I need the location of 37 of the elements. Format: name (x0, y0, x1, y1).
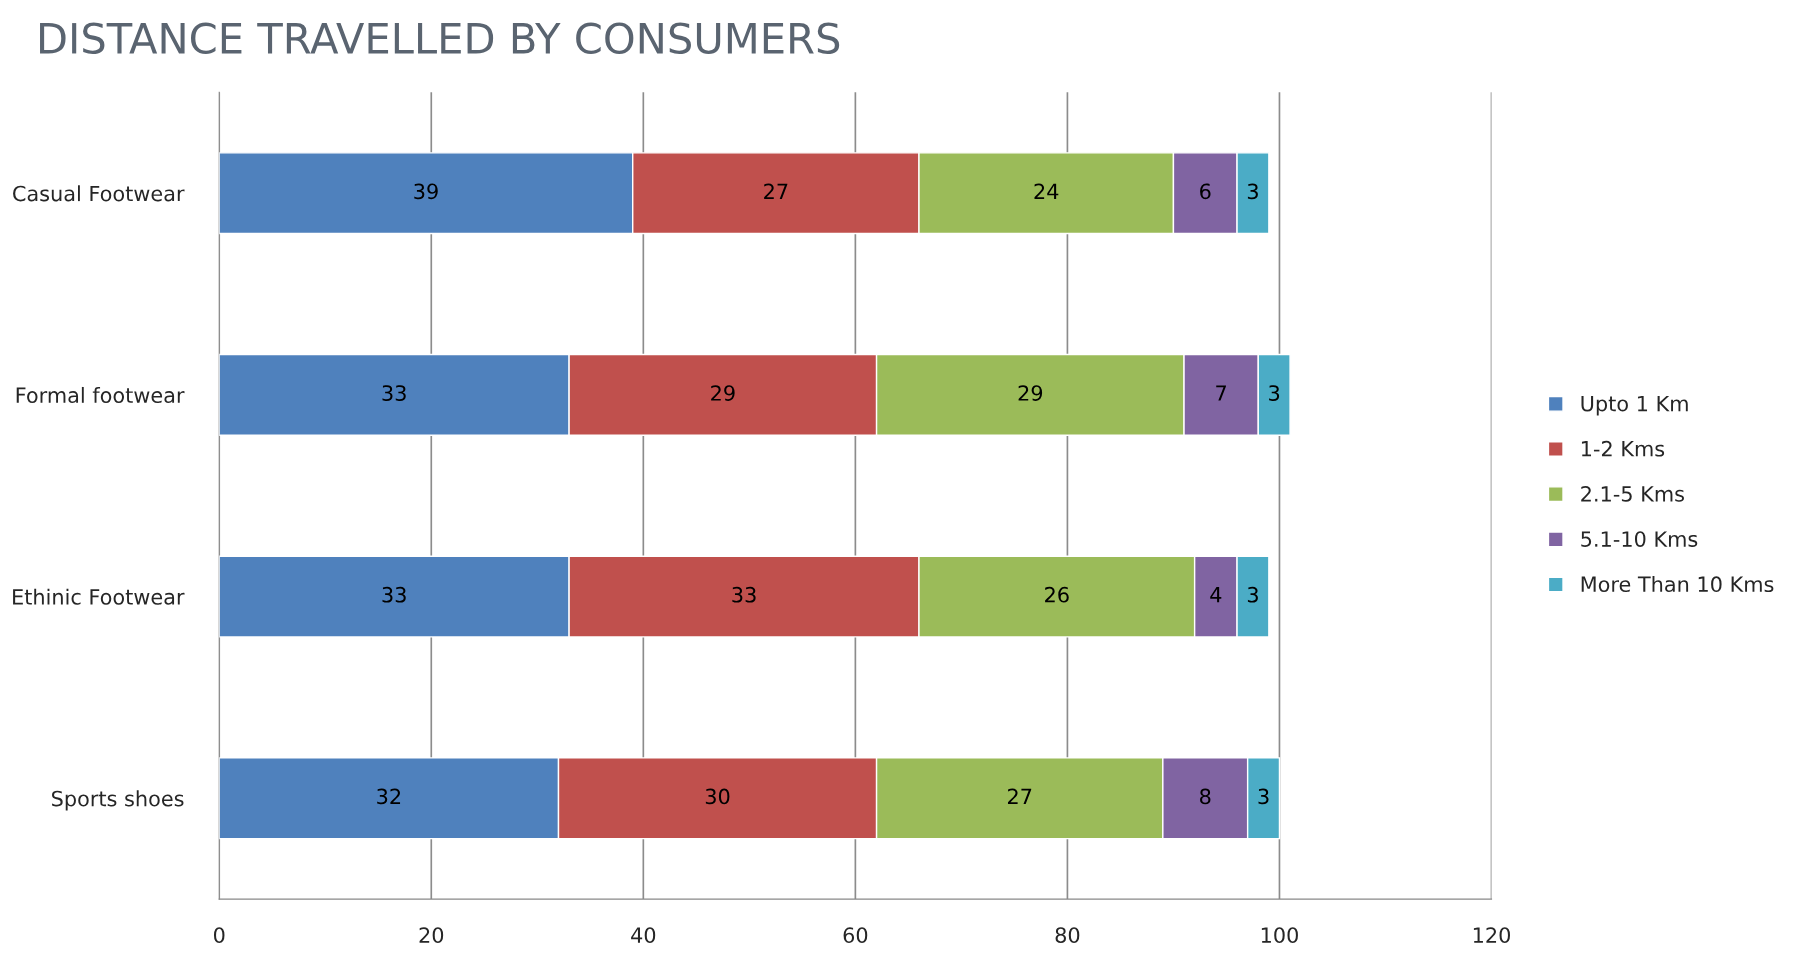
legend-label: 5.1-10 Kms (1581, 531, 1698, 547)
data-label: 3 (1269, 385, 1280, 401)
y-tick-label: Casual Footwear (13, 185, 185, 202)
x-tick-label: 60 (843, 927, 868, 943)
y-tick-label: Ethinic Footwear (13, 588, 185, 605)
x-tick-label: 0 (213, 927, 225, 943)
data-label: 27 (764, 183, 788, 199)
x-tick-label: 120 (1473, 927, 1511, 943)
x-tick-label: 40 (631, 927, 656, 943)
data-label: 3 (1247, 586, 1258, 603)
data-label: 30 (705, 788, 730, 805)
data-label: 4 (1210, 587, 1222, 603)
data-label: 33 (732, 586, 756, 603)
legend-label: Upto 1 Km (1581, 395, 1688, 416)
data-label: 33 (382, 586, 406, 603)
data-label: 33 (382, 385, 406, 401)
data-label: 3 (1258, 788, 1269, 805)
x-tick-label: 20 (419, 927, 444, 943)
chart-title: DISTANCE TRAVELLED BY CONSUMERS (40, 22, 840, 55)
x-tick-label: 80 (1055, 927, 1080, 943)
legend-label: 1-2 Kms (1581, 440, 1665, 457)
data-label: 3 (1247, 183, 1258, 200)
y-tick-label: Formal footwear (16, 386, 185, 404)
data-label: 29 (1018, 385, 1043, 401)
legend-label: 2.1-5 Kms (1581, 486, 1684, 502)
data-label: 32 (377, 788, 401, 805)
data-label: 8 (1200, 788, 1211, 805)
x-tick-label: 100 (1261, 927, 1298, 943)
data-label: 26 (1045, 586, 1069, 603)
y-tick-label: Sports shoes (52, 790, 184, 811)
data-label: 29 (711, 385, 735, 401)
data-label: 7 (1216, 385, 1226, 401)
data-label: 6 (1200, 183, 1211, 200)
legend-label: More Than 10 Kms (1581, 575, 1774, 593)
data-label: 39 (414, 183, 438, 200)
data-label: 24 (1034, 183, 1059, 199)
data-label: 27 (1007, 788, 1032, 804)
